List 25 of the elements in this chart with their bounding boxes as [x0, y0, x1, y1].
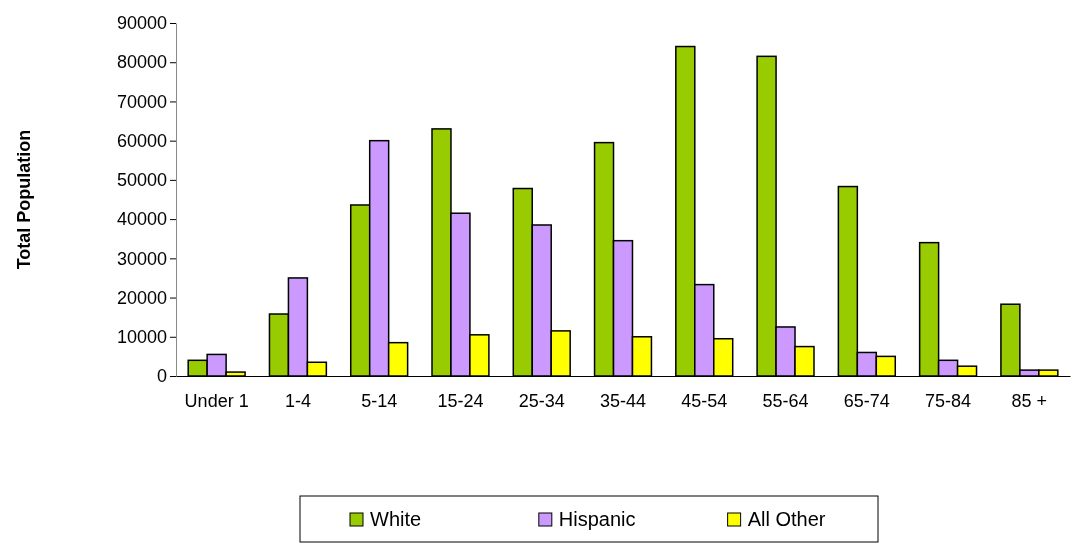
- y-tick-label: 60000: [116, 130, 167, 151]
- x-tick-label: 85 +: [1011, 390, 1048, 411]
- legend-label: White: [370, 508, 422, 530]
- legend-label: Hispanic: [558, 508, 636, 530]
- x-tick-label: 1-4: [284, 390, 311, 411]
- x-tick-label: 65-74: [843, 390, 890, 411]
- x-tick-label: 35-44: [599, 390, 647, 411]
- y-tick-label: 30000: [116, 248, 167, 269]
- y-tick-label: 20000: [116, 287, 167, 308]
- x-tick-label: 45-54: [681, 390, 728, 411]
- x-tick-label: 15-24: [437, 390, 484, 411]
- x-tick-label: Under 1: [184, 390, 249, 411]
- y-tick-label: 10000: [116, 327, 167, 348]
- y-tick-label: 0: [156, 366, 167, 387]
- x-tick-label: 5-14: [361, 390, 398, 411]
- y-tick-label: 40000: [116, 209, 167, 230]
- x-tick-label: 75-84: [925, 390, 972, 411]
- y-axis-title: Total Population: [14, 129, 34, 270]
- y-tick-label: 90000: [116, 13, 167, 34]
- x-tick-label: 55-64: [762, 390, 809, 411]
- legend-label: All Other: [747, 508, 826, 530]
- y-tick-label: 70000: [116, 91, 167, 112]
- y-tick-label: 80000: [116, 52, 167, 73]
- y-tick-label: 50000: [116, 170, 167, 191]
- x-tick-label: 25-34: [518, 390, 565, 411]
